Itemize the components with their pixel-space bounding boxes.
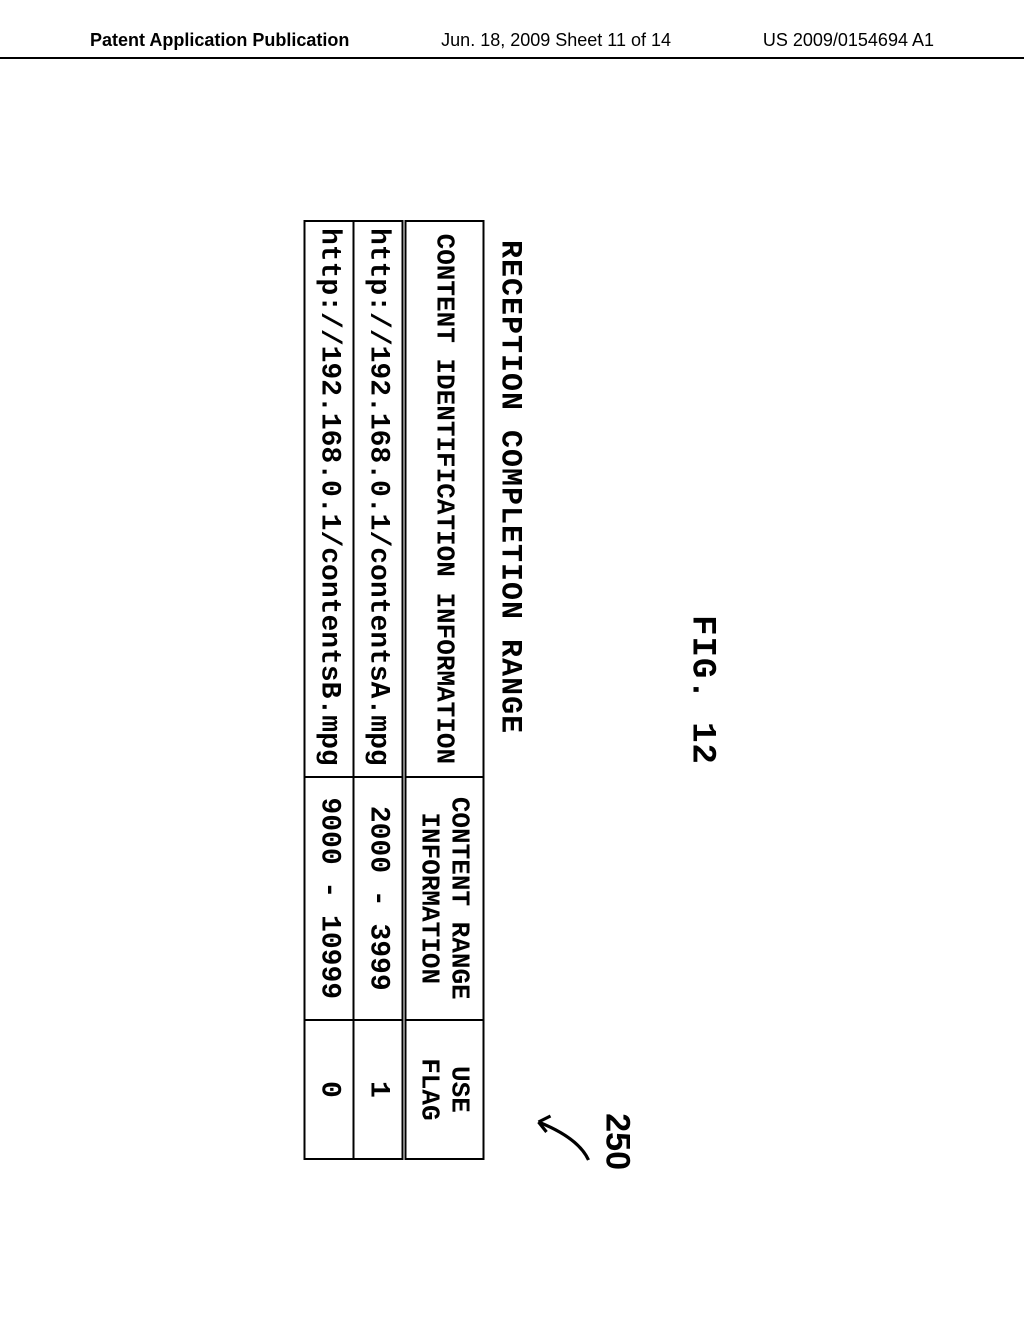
reference-number: 250 [598, 1113, 637, 1170]
col-header-flag: USE FLAG [404, 1020, 484, 1159]
reception-completion-table: CONTENT IDENTIFICATION INFORMATION CONTE… [304, 220, 485, 1160]
header-center: Jun. 18, 2009 Sheet 11 of 14 [441, 30, 671, 51]
page-header: Patent Application Publication Jun. 18, … [0, 0, 1024, 59]
figure-title: FIG. 12 [683, 200, 721, 1180]
figure-12: FIG. 12 250 RECEPTION COMPLETION RANGE C… [304, 200, 721, 1180]
col-header-identification: CONTENT IDENTIFICATION INFORMATION [404, 221, 484, 777]
reference-arrow-icon: 250 [518, 1110, 593, 1170]
table-header-row: CONTENT IDENTIFICATION INFORMATION CONTE… [404, 221, 484, 1159]
header-right: US 2009/0154694 A1 [763, 30, 934, 51]
col-header-range: CONTENT RANGE INFORMATION [404, 777, 484, 1020]
table-row: http://192.168.0.1/contentsB.mpg 9000 - … [305, 221, 354, 1159]
header-left: Patent Application Publication [90, 30, 349, 51]
content-area: FIG. 12 250 RECEPTION COMPLETION RANGE C… [0, 120, 1024, 1260]
cell-identification: http://192.168.0.1/contentsA.mpg [354, 221, 405, 777]
cell-range: 9000 - 10999 [305, 777, 354, 1020]
cell-flag: 1 [354, 1020, 405, 1159]
cell-identification: http://192.168.0.1/contentsB.mpg [305, 221, 354, 777]
cell-flag: 0 [305, 1020, 354, 1159]
cell-range: 2000 - 3999 [354, 777, 405, 1020]
table-row: http://192.168.0.1/contentsA.mpg 2000 - … [354, 221, 405, 1159]
table-title: RECEPTION COMPLETION RANGE [493, 240, 527, 1180]
reference-number-callout: 250 [533, 200, 593, 1180]
